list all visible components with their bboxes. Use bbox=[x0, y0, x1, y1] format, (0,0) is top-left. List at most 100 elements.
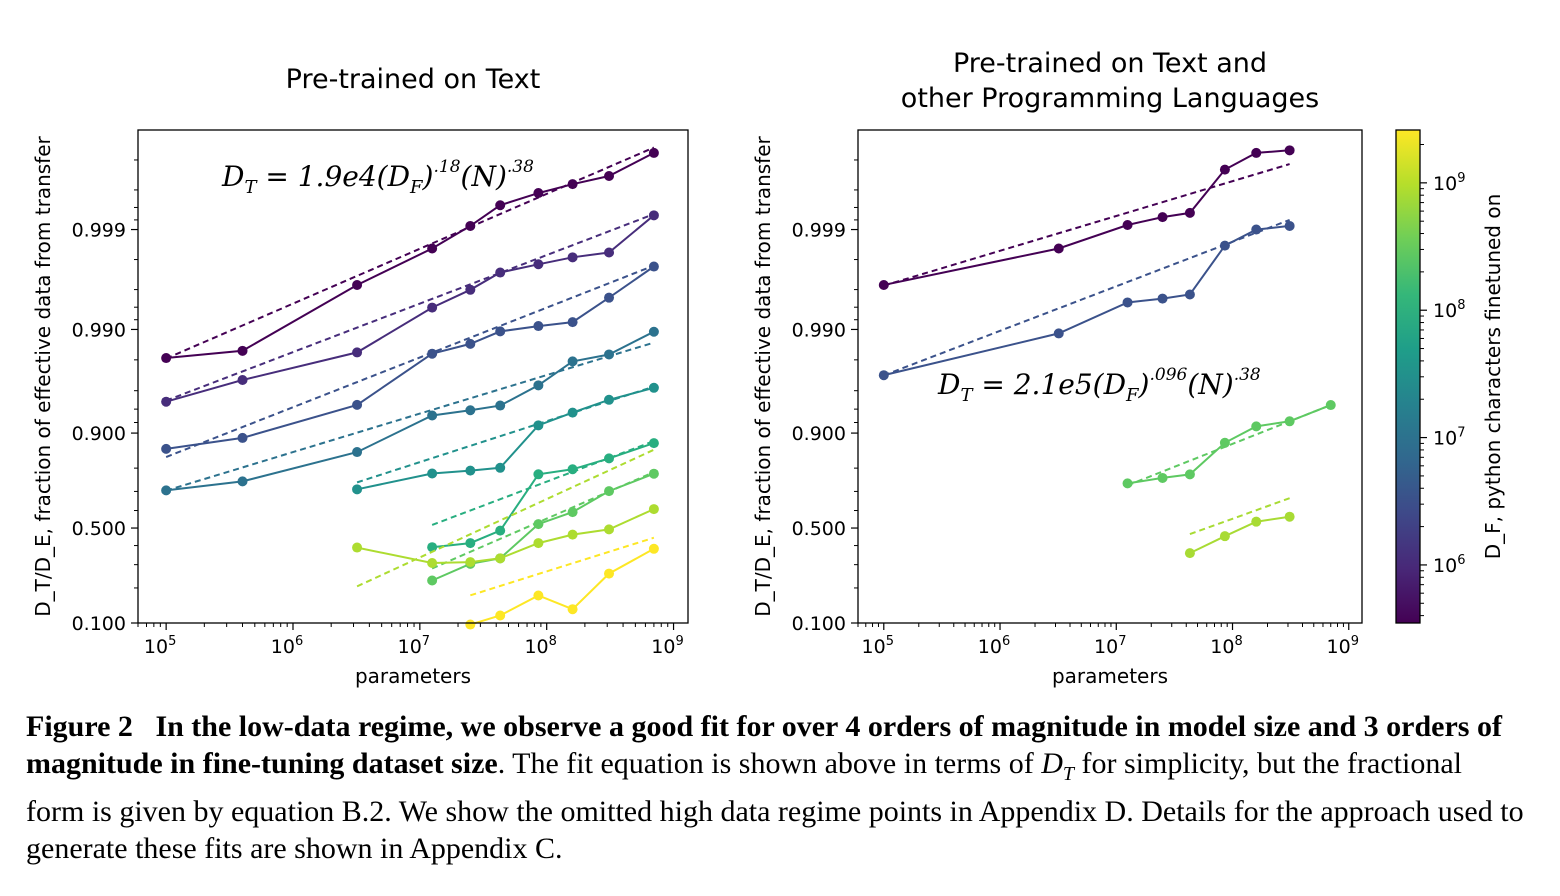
series-0 bbox=[161, 146, 659, 364]
data-point bbox=[648, 382, 659, 393]
figure-caption: Figure 2 In the low-data regime, we obse… bbox=[26, 708, 1526, 867]
data-point bbox=[567, 252, 578, 263]
data-point bbox=[161, 353, 172, 364]
data-point bbox=[495, 326, 506, 337]
series-2 bbox=[1122, 400, 1336, 489]
colorbar-tick-exponent: 7 bbox=[1457, 426, 1465, 441]
data-point bbox=[495, 462, 506, 473]
data-point bbox=[604, 453, 615, 464]
y-tick-label: 0.500 bbox=[792, 518, 846, 540]
x-tick-base: 10 bbox=[398, 636, 422, 658]
chart-title-line: Pre-trained on Text and bbox=[953, 48, 1267, 79]
data-point bbox=[161, 396, 172, 407]
y-tick-label: 0.100 bbox=[72, 613, 126, 635]
data-point bbox=[648, 210, 659, 221]
x-tick-base: 10 bbox=[651, 636, 675, 658]
x-tick-base: 10 bbox=[862, 636, 886, 658]
fit-line bbox=[356, 385, 655, 484]
series-1 bbox=[161, 210, 659, 407]
y-tick-label: 0.500 bbox=[72, 518, 126, 540]
chart-title: Pre-trained on Text bbox=[286, 64, 541, 95]
data-point bbox=[352, 347, 363, 358]
series-line bbox=[431, 442, 655, 549]
data-point bbox=[237, 432, 248, 443]
data-point bbox=[533, 590, 544, 601]
eq-lhs-sub: T bbox=[960, 385, 974, 406]
x-tick-exponent: 5 bbox=[168, 634, 176, 649]
series-5 bbox=[427, 438, 659, 553]
data-point bbox=[533, 321, 544, 332]
data-point bbox=[495, 400, 506, 411]
data-point bbox=[648, 261, 659, 272]
data-point bbox=[604, 349, 615, 360]
data-point bbox=[161, 443, 172, 454]
x-tick-label: 109 bbox=[1327, 634, 1359, 658]
data-point bbox=[533, 538, 544, 549]
data-point bbox=[465, 557, 476, 568]
x-tick-base: 10 bbox=[1094, 636, 1118, 658]
colorbar-bar bbox=[1395, 129, 1421, 624]
data-point bbox=[648, 468, 659, 479]
fit-line bbox=[165, 341, 655, 492]
x-tick-exponent: 7 bbox=[422, 634, 430, 649]
caption-dt-symbol: D bbox=[1041, 747, 1063, 780]
data-point bbox=[352, 399, 363, 410]
x-tick-base: 10 bbox=[1327, 636, 1351, 658]
data-point bbox=[533, 380, 544, 391]
data-point bbox=[1284, 145, 1295, 156]
data-point bbox=[465, 405, 476, 416]
data-point bbox=[604, 171, 615, 182]
data-point bbox=[567, 317, 578, 328]
series-7 bbox=[352, 448, 659, 588]
series-line bbox=[1189, 515, 1290, 555]
series-line bbox=[883, 224, 1290, 377]
data-point bbox=[1122, 219, 1133, 230]
y-tick-label: 0.100 bbox=[792, 613, 846, 635]
eq-df-sub: F bbox=[1125, 385, 1140, 406]
series-line bbox=[166, 152, 655, 359]
data-point bbox=[352, 542, 363, 553]
x-tick-exponent: 8 bbox=[549, 634, 557, 649]
series-0 bbox=[878, 145, 1295, 291]
figure-number: Figure 2 bbox=[26, 710, 133, 743]
x-tick-exponent: 8 bbox=[1234, 634, 1242, 649]
fit-equation: DT = 1.9e4(DF).18(N).38 bbox=[221, 157, 534, 198]
plot-frame bbox=[857, 129, 1363, 624]
x-tick-base: 10 bbox=[978, 636, 1002, 658]
series-line bbox=[883, 149, 1290, 286]
data-point bbox=[1184, 548, 1195, 559]
series-line bbox=[356, 508, 655, 565]
data-point bbox=[1325, 400, 1336, 411]
data-point bbox=[533, 469, 544, 480]
data-point bbox=[427, 410, 438, 421]
colorbar-tick-base: 10 bbox=[1433, 428, 1457, 450]
x-tick-exponent: 9 bbox=[675, 634, 683, 649]
eq-lhs-sub: T bbox=[244, 177, 258, 198]
data-point bbox=[1219, 240, 1230, 251]
x-tick-base: 10 bbox=[271, 636, 295, 658]
data-point bbox=[1251, 421, 1262, 432]
y-axis-label: D_T/D_E, fraction of effective data from… bbox=[31, 135, 55, 616]
data-point bbox=[495, 200, 506, 211]
data-point bbox=[427, 468, 438, 479]
x-tick-base: 10 bbox=[144, 636, 168, 658]
series-line bbox=[165, 265, 655, 450]
data-point bbox=[465, 338, 476, 349]
data-point bbox=[604, 568, 615, 579]
data-point bbox=[1053, 328, 1064, 339]
colorbar-tick-exponent: 9 bbox=[1457, 171, 1465, 186]
x-tick-label: 108 bbox=[1210, 634, 1242, 658]
right-panel: Pre-trained on Text and other Programming… bbox=[751, 48, 1363, 688]
data-point bbox=[533, 420, 544, 431]
series-3 bbox=[161, 326, 659, 496]
data-point bbox=[648, 504, 659, 515]
data-point bbox=[1157, 472, 1168, 483]
eq-paren: ) bbox=[1138, 368, 1150, 401]
data-point bbox=[648, 326, 659, 337]
x-tick-label: 107 bbox=[1094, 634, 1126, 658]
y-tick-label: 0.999 bbox=[792, 220, 846, 242]
series-1 bbox=[878, 218, 1295, 381]
data-point bbox=[533, 519, 544, 530]
data-point bbox=[648, 147, 659, 158]
series-line bbox=[165, 330, 655, 492]
